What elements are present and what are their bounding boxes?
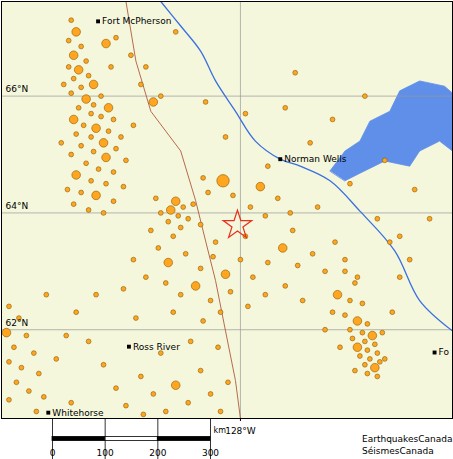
svg-text:Whitehorse: Whitehorse [52, 408, 104, 418]
svg-text:Norman Wells: Norman Wells [284, 154, 347, 164]
svg-text:66°N: 66°N [6, 84, 29, 94]
svg-text:0: 0 [50, 448, 56, 458]
svg-text:100: 100 [97, 448, 114, 458]
svg-text:Fo: Fo [439, 347, 450, 357]
svg-text:200: 200 [149, 448, 166, 458]
svg-text:62°N: 62°N [6, 318, 29, 328]
svg-text:Ross River: Ross River [133, 342, 180, 352]
html-text:SéismesCanada: SéismesCanada [362, 446, 434, 456]
svg-text:64°N: 64°N [6, 201, 29, 211]
html-text:EarthquakesCanada: EarthquakesCanada [362, 434, 453, 444]
svg-text:300: 300 [202, 448, 219, 458]
svg-text:128°W: 128°W [225, 426, 256, 436]
svg-text:km: km [214, 426, 227, 435]
svg-text:Fort McPherson: Fort McPherson [102, 16, 171, 26]
